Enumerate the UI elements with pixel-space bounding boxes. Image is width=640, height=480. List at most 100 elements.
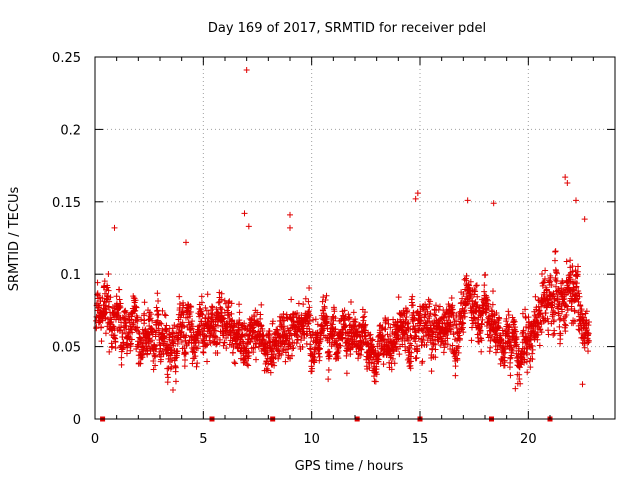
data-point — [409, 302, 416, 309]
data-point — [473, 282, 480, 289]
data-point — [443, 332, 450, 339]
data-point — [511, 318, 518, 325]
data-point — [493, 330, 500, 337]
data-point — [432, 340, 439, 347]
data-point — [310, 316, 317, 323]
data-point — [156, 319, 163, 326]
data-point — [524, 369, 531, 376]
y-tick-label: 0.1 — [60, 268, 81, 283]
data-point — [117, 300, 124, 307]
data-point — [426, 313, 433, 320]
data-point — [231, 359, 238, 366]
data-point — [337, 342, 344, 349]
data-point — [517, 380, 524, 387]
data-point — [522, 306, 529, 313]
data-point — [132, 297, 139, 304]
data-point — [186, 313, 193, 320]
data-point — [455, 349, 462, 356]
x-axis-label: GPS time / hours — [295, 459, 404, 474]
data-point — [425, 332, 432, 339]
data-point — [453, 325, 460, 332]
data-point — [432, 346, 439, 353]
data-point — [159, 307, 166, 314]
data-point — [529, 356, 536, 363]
data-point — [198, 318, 205, 325]
data-point — [150, 328, 157, 335]
data-point — [484, 296, 491, 303]
data-point — [148, 337, 155, 344]
data-point — [183, 342, 190, 349]
data-point — [112, 344, 119, 351]
data-point — [118, 361, 125, 368]
data-point — [475, 307, 482, 314]
data-point — [280, 323, 287, 330]
data-point — [258, 322, 265, 329]
data-point — [218, 296, 225, 303]
data-point — [522, 314, 529, 321]
data-point — [419, 358, 426, 365]
data-point — [536, 342, 543, 349]
data-point — [172, 378, 179, 385]
data-point — [401, 331, 408, 338]
data-point — [412, 338, 419, 345]
data-point — [232, 360, 239, 367]
data-point — [544, 315, 551, 322]
data-point — [427, 310, 434, 317]
data-point — [234, 330, 241, 337]
data-point — [229, 349, 236, 356]
data-point — [275, 355, 282, 362]
data-point — [204, 341, 211, 348]
data-point — [182, 351, 189, 358]
data-point — [479, 316, 486, 323]
data-point — [467, 294, 474, 301]
data-point — [534, 314, 541, 321]
data-point — [529, 350, 536, 357]
data-point — [395, 294, 402, 301]
data-point — [373, 366, 380, 373]
data-point — [213, 334, 220, 341]
data-point — [380, 361, 387, 368]
data-point — [399, 323, 406, 330]
data-point — [390, 316, 397, 323]
data-point — [503, 315, 510, 322]
data-point — [389, 355, 396, 362]
data-point — [241, 210, 248, 217]
data-point — [200, 349, 207, 356]
data-point — [312, 316, 319, 323]
data-point — [105, 287, 112, 294]
data-point — [104, 284, 111, 291]
chart-title: Day 169 of 2017, SRMTID for receiver pde… — [208, 21, 486, 36]
data-point — [481, 282, 488, 289]
data-point — [245, 223, 252, 230]
data-point — [180, 302, 187, 309]
data-point — [542, 267, 549, 274]
data-point — [493, 309, 500, 316]
data-point — [220, 315, 227, 322]
data-point — [449, 342, 456, 349]
data-point — [270, 345, 277, 352]
data-point — [539, 313, 546, 320]
data-point — [502, 349, 509, 356]
data-point — [306, 304, 313, 311]
data-point — [567, 276, 574, 283]
data-point — [171, 333, 178, 340]
data-point — [405, 337, 412, 344]
data-point — [428, 368, 435, 375]
data-point — [98, 338, 105, 345]
data-point — [583, 308, 590, 315]
data-point — [545, 331, 552, 338]
data-point — [204, 358, 211, 365]
data-point — [444, 341, 451, 348]
data-point — [562, 328, 569, 335]
data-point — [278, 313, 285, 320]
data-point — [424, 308, 431, 315]
data-point — [266, 344, 273, 351]
data-point — [404, 307, 411, 314]
data-point — [454, 357, 461, 364]
data-point — [372, 378, 379, 385]
data-point — [325, 376, 332, 383]
data-point — [154, 290, 161, 297]
data-point — [516, 375, 523, 382]
data-point — [584, 327, 591, 334]
data-point — [270, 350, 277, 357]
